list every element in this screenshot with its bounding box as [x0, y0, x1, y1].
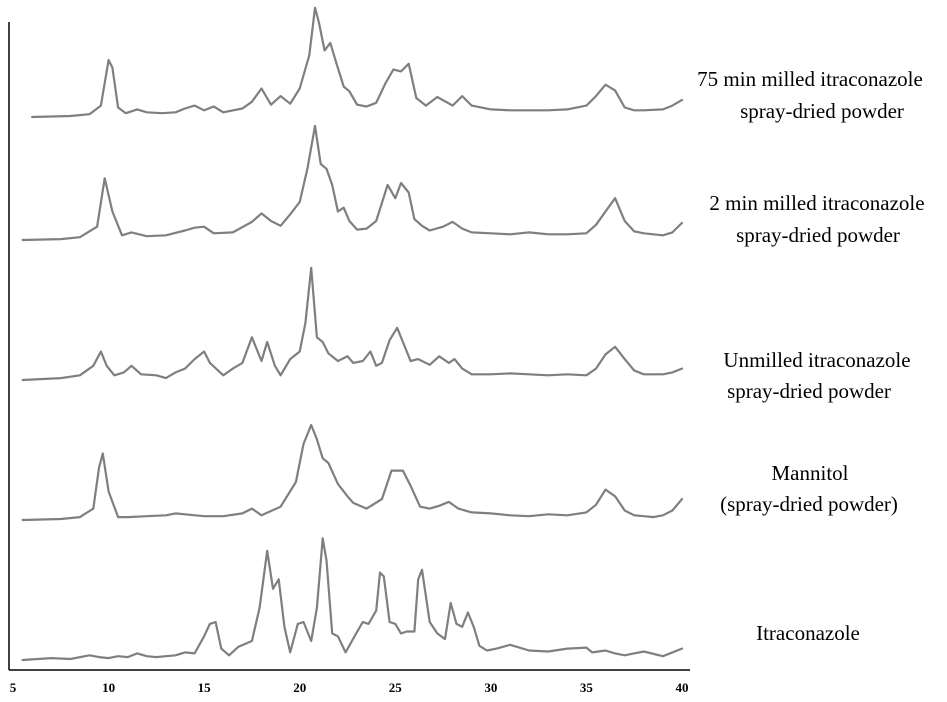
- series-label-4-line-1: Mannitol: [772, 461, 849, 485]
- series-label-5-line-1: Itraconazole: [756, 621, 860, 645]
- series-traces: [21, 6, 684, 662]
- series-label-3-line-1: Unmilled itraconazole: [723, 348, 910, 372]
- series-label-2-line-1: 2 min milled itraconazole: [709, 191, 924, 215]
- series-label-1-line-1: 75 min milled itraconazole: [697, 67, 923, 91]
- series-line-2: [21, 124, 684, 242]
- series-line-1: [31, 6, 684, 119]
- series-labels: 75 min milled itraconazole spray-dried po…: [697, 67, 924, 645]
- x-tick-label: 30: [484, 680, 497, 695]
- x-tick-label: 25: [389, 680, 403, 695]
- series-line-4: [21, 423, 684, 522]
- x-tick-label: 5: [10, 680, 17, 695]
- x-tick-label: 10: [102, 680, 115, 695]
- x-tick-label: 15: [198, 680, 212, 695]
- series-line-3: [21, 266, 684, 382]
- x-tick-labels: 5 10 15 20 25 30 35 40: [10, 680, 689, 695]
- series-label-1-line-2: spray-dried powder: [740, 99, 904, 123]
- x-tick-label: 20: [293, 680, 306, 695]
- series-label-4-line-2: (spray-dried powder): [720, 492, 898, 516]
- series-label-3-line-2: spray-dried powder: [727, 379, 891, 403]
- series-label-2-line-2: spray-dried powder: [736, 223, 900, 247]
- series-line-5: [21, 537, 684, 662]
- x-tick-label: 40: [676, 680, 689, 695]
- x-tick-label: 35: [580, 680, 594, 695]
